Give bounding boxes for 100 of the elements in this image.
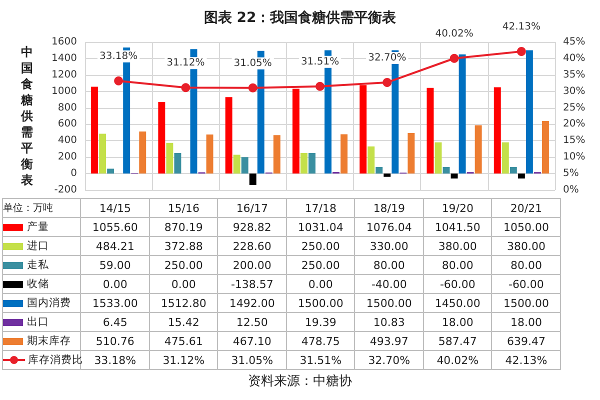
data-label: 250.00 (286, 236, 355, 256)
bar (518, 174, 525, 178)
data-label: 493.97 (354, 332, 424, 350)
point (248, 83, 258, 92)
data-label: 330.00 (354, 236, 424, 256)
data-label: 0.00 (149, 274, 218, 294)
y2-tick-label: 35% (563, 69, 586, 80)
bar (450, 174, 458, 178)
bar (474, 125, 482, 174)
y2-tick-label: 20% (563, 118, 586, 130)
data-label: 587.47 (423, 332, 492, 350)
data-label: 80.00 (423, 256, 492, 274)
bar (458, 54, 466, 174)
data-label: 31.51% (286, 350, 355, 370)
x-tick-label: 19/20 (423, 198, 492, 218)
y-tick-label: 800 (58, 102, 77, 114)
bar (442, 166, 450, 174)
data-label: 19.39 (286, 312, 355, 332)
data-label: 510.76 (80, 332, 150, 350)
y-tick-label: 1200 (52, 69, 77, 80)
bar (384, 174, 391, 177)
data-label: 40.02% (423, 350, 492, 370)
text: 42.13% (502, 21, 540, 32)
x-tick-label: 20/21 (492, 198, 560, 218)
bar (99, 134, 106, 174)
data-label: 10.83 (354, 312, 424, 332)
bar (542, 120, 549, 174)
data-label: 59.00 (80, 256, 150, 274)
data-label: 1500.00 (286, 294, 355, 312)
bar (107, 168, 114, 174)
data-label: 80.00 (492, 256, 560, 274)
data-label: 31.12% (149, 350, 218, 370)
x-tick-label: 16/17 (218, 198, 286, 218)
text: 40.02% (435, 28, 474, 40)
bar (292, 88, 300, 174)
bar (139, 132, 146, 174)
point (181, 83, 190, 92)
bar (434, 142, 442, 174)
data-label: 484.21 (80, 236, 150, 256)
text: 33.18% (100, 50, 138, 62)
y2-tick-label: 25% (563, 102, 586, 114)
y-tick-label: 0 (70, 168, 77, 180)
bar (526, 50, 533, 174)
bar (408, 132, 415, 174)
text: 资料来源：中糖协 (247, 373, 353, 390)
y-tick-label: 400 (58, 135, 77, 146)
legend-label: 出口 (2, 312, 81, 332)
y-tick-label: 1400 (52, 52, 77, 64)
data-label: 1500.00 (354, 294, 424, 312)
x-tick-label: 18/19 (354, 198, 424, 218)
point (450, 54, 459, 63)
data-label: 475.61 (149, 332, 218, 350)
data-label: 1492.00 (218, 294, 286, 312)
data-label: -40.00 (354, 274, 424, 294)
bar (502, 142, 509, 174)
text: 中国食糖供需平衡表 (21, 45, 33, 187)
y2-tick-label: 30% (563, 86, 586, 97)
bar (166, 142, 174, 174)
bar (158, 102, 166, 174)
y2-tick-label: 15% (563, 135, 586, 146)
bar (91, 86, 98, 174)
bar (376, 166, 383, 174)
y2-tick-label: 10% (563, 152, 586, 163)
data-label: 1055.60 (80, 218, 150, 236)
bar (340, 134, 348, 174)
data-label: 228.60 (218, 236, 286, 256)
y2-tick-label: 5% (563, 168, 579, 180)
y-tick-label: 600 (58, 118, 77, 130)
bar (494, 87, 501, 174)
bar (300, 153, 308, 174)
data-label: 31.05% (218, 350, 286, 370)
data-label: 1500.00 (492, 294, 560, 312)
bar (273, 135, 280, 174)
bar (225, 97, 232, 174)
data-label: 380.00 (492, 236, 560, 256)
point (516, 46, 526, 56)
data-label: -138.57 (218, 274, 286, 294)
text: 31.12% (166, 58, 205, 69)
legend-label: 产量 (2, 218, 81, 236)
bar (510, 166, 517, 174)
data-label: 1450.00 (423, 294, 492, 312)
data-label: 0.00 (286, 274, 355, 294)
data-label: 15.42 (149, 312, 218, 332)
y2-tick-label: 40% (563, 52, 586, 64)
data-label: 0.00 (80, 274, 150, 294)
data-label: 42.13% (492, 350, 560, 370)
bar (206, 134, 214, 174)
x-tick-label: 15/16 (149, 198, 218, 218)
data-label: 639.47 (492, 332, 560, 350)
bar (360, 85, 367, 174)
data-label: 1031.04 (286, 218, 355, 236)
y2-tick-label: 0% (563, 184, 579, 196)
point (316, 82, 324, 91)
bar (174, 153, 182, 174)
legend-label: 进口 (2, 236, 81, 256)
bar (426, 88, 434, 174)
data-label: 200.00 (218, 256, 286, 274)
y-tick-label: 1600 (52, 36, 77, 48)
data-label: 380.00 (423, 236, 492, 256)
text: 31.05% (234, 58, 272, 69)
